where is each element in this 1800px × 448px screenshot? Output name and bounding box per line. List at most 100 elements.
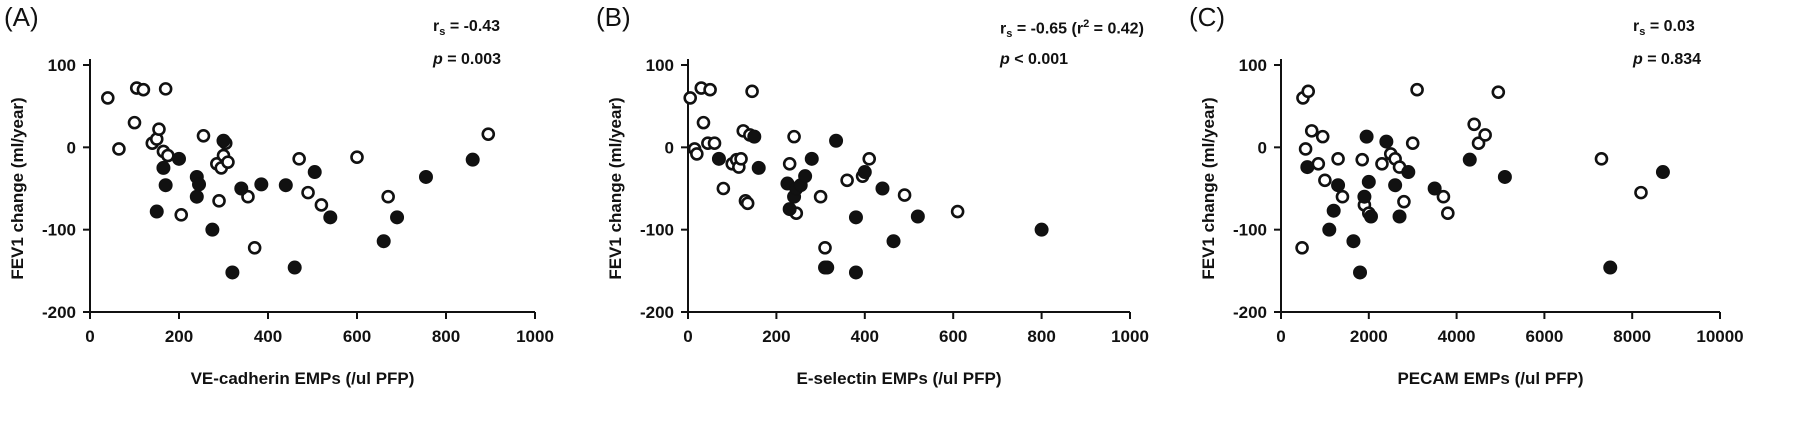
open-point-a bbox=[314, 198, 329, 212]
open-point-c bbox=[1397, 194, 1411, 209]
open-point-a bbox=[152, 122, 166, 137]
open-point-b bbox=[716, 181, 731, 196]
open-point-a bbox=[292, 152, 306, 166]
filled-point-c bbox=[1359, 129, 1374, 144]
filled-point-c bbox=[1603, 260, 1618, 275]
filled-point-a bbox=[465, 152, 480, 167]
open-point-b bbox=[696, 115, 711, 130]
open-point-a bbox=[481, 127, 496, 141]
filled-point-c bbox=[1331, 178, 1346, 193]
filled-point-a bbox=[156, 160, 171, 175]
filled-point-c bbox=[1388, 178, 1403, 193]
x-tick-label-c: 6000 bbox=[1525, 327, 1563, 346]
open-point-b bbox=[683, 91, 698, 105]
x-axis-title-b: E-selectin EMPs (/ul PFP) bbox=[797, 369, 1002, 388]
open-point-b bbox=[734, 152, 748, 166]
filled-point-a bbox=[216, 133, 231, 148]
open-point-c bbox=[1405, 136, 1420, 151]
filled-point-a bbox=[307, 165, 322, 180]
open-point-b bbox=[745, 84, 759, 99]
open-point-c bbox=[1331, 152, 1345, 166]
x-tick-label-b: 200 bbox=[762, 327, 790, 346]
filled-point-a bbox=[376, 234, 391, 249]
y-tick-label-a: 0 bbox=[67, 138, 76, 157]
open-point-c bbox=[1301, 84, 1316, 99]
stat-rs-a: rs = -0.43 bbox=[433, 18, 501, 38]
filled-point-b bbox=[804, 151, 819, 166]
open-point-b bbox=[950, 204, 965, 219]
open-point-c bbox=[1491, 85, 1506, 99]
open-point-a bbox=[158, 82, 173, 96]
x-tick-label-a: 200 bbox=[165, 327, 193, 346]
filled-point-a bbox=[254, 177, 269, 192]
y-tick-label-a: -200 bbox=[42, 303, 76, 322]
open-point-b bbox=[813, 189, 828, 204]
open-point-c bbox=[1304, 124, 1319, 138]
open-point-c bbox=[1295, 240, 1309, 255]
filled-point-c bbox=[1655, 165, 1670, 180]
stat-p-c: p = 0.834 bbox=[1633, 51, 1702, 68]
filled-point-a bbox=[149, 204, 164, 219]
open-point-c bbox=[1634, 185, 1648, 200]
open-point-a bbox=[112, 142, 126, 156]
open-point-c bbox=[1355, 152, 1370, 167]
stat-rs-b: rs = -0.65 (r2 = 0.42) bbox=[1000, 18, 1144, 41]
open-point-c bbox=[1335, 189, 1350, 204]
open-point-c bbox=[1311, 157, 1326, 171]
filled-point-a bbox=[287, 260, 302, 275]
x-tick-label-a: 800 bbox=[432, 327, 460, 346]
open-point-c bbox=[1594, 152, 1609, 166]
open-point-a bbox=[136, 82, 151, 97]
filled-point-b bbox=[848, 265, 863, 280]
open-point-a bbox=[196, 129, 211, 143]
open-point-b bbox=[690, 147, 704, 161]
open-point-b bbox=[818, 240, 832, 255]
filled-point-b bbox=[798, 169, 813, 184]
open-point-a bbox=[174, 208, 189, 222]
filled-point-b bbox=[910, 209, 925, 224]
open-point-a bbox=[247, 240, 262, 255]
x-tick-label-c: 0 bbox=[1276, 327, 1285, 346]
filled-point-c bbox=[1401, 165, 1416, 180]
open-point-a bbox=[101, 91, 115, 105]
y-tick-label-a: -100 bbox=[42, 221, 76, 240]
filled-point-a bbox=[390, 210, 405, 225]
open-point-a bbox=[212, 194, 226, 208]
y-tick-label-a: 100 bbox=[48, 56, 76, 75]
filled-point-a bbox=[205, 222, 220, 237]
y-tick-label-b: 100 bbox=[646, 56, 674, 75]
y-axis-title-a: FEV1 change (ml/year) bbox=[8, 97, 27, 279]
filled-point-c bbox=[1363, 209, 1378, 224]
filled-point-c bbox=[1300, 160, 1315, 175]
filled-point-b bbox=[820, 260, 835, 275]
panel-label-a: (A) bbox=[4, 2, 39, 32]
x-tick-label-b: 0 bbox=[683, 327, 692, 346]
filled-point-a bbox=[192, 177, 207, 192]
filled-point-a bbox=[323, 210, 338, 225]
x-axis-title-c: PECAM EMPs (/ul PFP) bbox=[1397, 369, 1583, 388]
panel-label-b: (B) bbox=[596, 2, 631, 32]
x-tick-label-c: 10000 bbox=[1696, 327, 1743, 346]
x-tick-label-c: 4000 bbox=[1438, 327, 1476, 346]
open-point-c bbox=[1298, 142, 1313, 156]
filled-point-b bbox=[782, 202, 797, 217]
open-point-b bbox=[703, 82, 717, 97]
x-tick-label-b: 800 bbox=[1027, 327, 1055, 346]
filled-point-b bbox=[857, 165, 872, 180]
open-point-c bbox=[1315, 129, 1330, 144]
x-tick-label-a: 0 bbox=[85, 327, 94, 346]
filled-point-b bbox=[829, 133, 844, 148]
x-tick-label-c: 8000 bbox=[1613, 327, 1651, 346]
filled-point-c bbox=[1427, 181, 1442, 196]
open-point-c bbox=[1375, 157, 1389, 171]
open-point-c bbox=[1410, 82, 1424, 97]
open-point-b bbox=[897, 188, 912, 202]
filled-point-c bbox=[1497, 169, 1512, 184]
open-point-c bbox=[1436, 189, 1451, 204]
x-tick-label-b: 1000 bbox=[1111, 327, 1149, 346]
filled-point-a bbox=[278, 178, 293, 193]
y-tick-label-c: 0 bbox=[1258, 138, 1267, 157]
open-point-b bbox=[787, 129, 801, 144]
open-point-b bbox=[782, 157, 797, 171]
filled-point-a bbox=[418, 169, 433, 184]
